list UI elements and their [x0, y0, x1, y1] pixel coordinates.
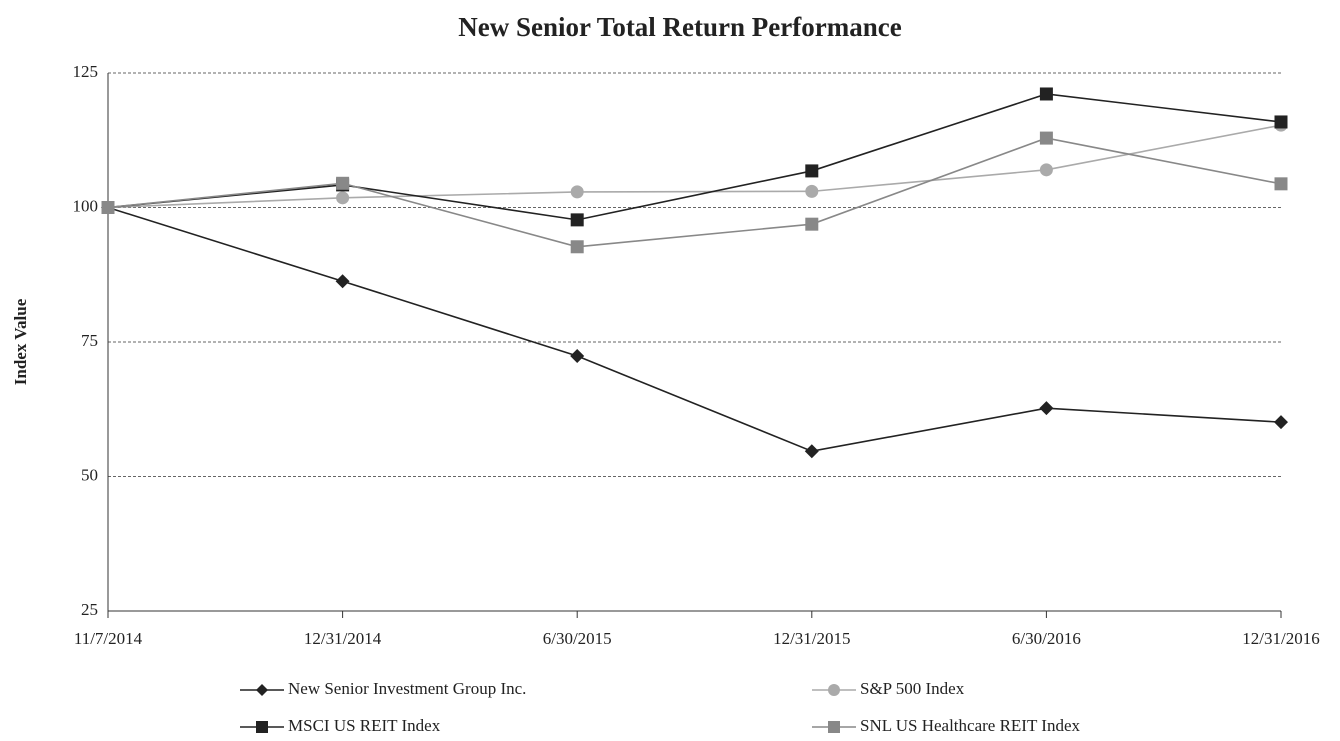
chart-title: New Senior Total Return Performance — [458, 12, 901, 42]
legend-label: MSCI US REIT Index — [288, 716, 441, 735]
marker — [805, 184, 819, 198]
y-axis-label: Index Value — [11, 298, 30, 385]
marker — [570, 213, 584, 227]
y-tick-label: 100 — [73, 196, 99, 215]
marker — [256, 684, 268, 696]
marker — [570, 185, 584, 199]
legend-label: S&P 500 Index — [860, 679, 965, 698]
legend-label: New Senior Investment Group Inc. — [288, 679, 526, 698]
marker — [805, 217, 819, 231]
series-line — [107, 93, 1282, 221]
y-tick-label: 125 — [73, 62, 99, 81]
marker — [804, 444, 819, 459]
marker — [570, 348, 585, 363]
x-tick-label: 6/30/2016 — [1012, 629, 1081, 648]
marker — [828, 721, 840, 733]
series-line — [107, 124, 1282, 209]
x-tick-label: 12/31/2015 — [773, 629, 850, 648]
marker — [1274, 115, 1288, 129]
marker — [1274, 177, 1288, 191]
marker — [256, 721, 268, 733]
y-tick-label: 75 — [81, 331, 98, 350]
series-line — [107, 206, 1282, 453]
legend-label: SNL US Healthcare REIT Index — [860, 716, 1080, 735]
series-line — [107, 137, 1282, 248]
marker — [805, 164, 819, 178]
marker — [1274, 415, 1288, 430]
x-tick-label: 6/30/2015 — [543, 629, 612, 648]
marker — [1039, 401, 1054, 416]
x-tick-label: 11/7/2014 — [74, 629, 143, 648]
marker — [336, 191, 350, 205]
y-tick-label: 25 — [81, 600, 98, 619]
marker — [570, 240, 584, 254]
marker — [1039, 87, 1053, 101]
y-tick-label: 50 — [81, 465, 98, 484]
x-tick-label: 12/31/2016 — [1242, 629, 1319, 648]
x-tick-label: 12/31/2014 — [304, 629, 382, 648]
marker — [101, 201, 115, 214]
marker — [1039, 163, 1053, 177]
marker — [1039, 131, 1053, 145]
marker — [336, 176, 350, 190]
marker — [335, 274, 350, 289]
marker — [828, 684, 840, 696]
